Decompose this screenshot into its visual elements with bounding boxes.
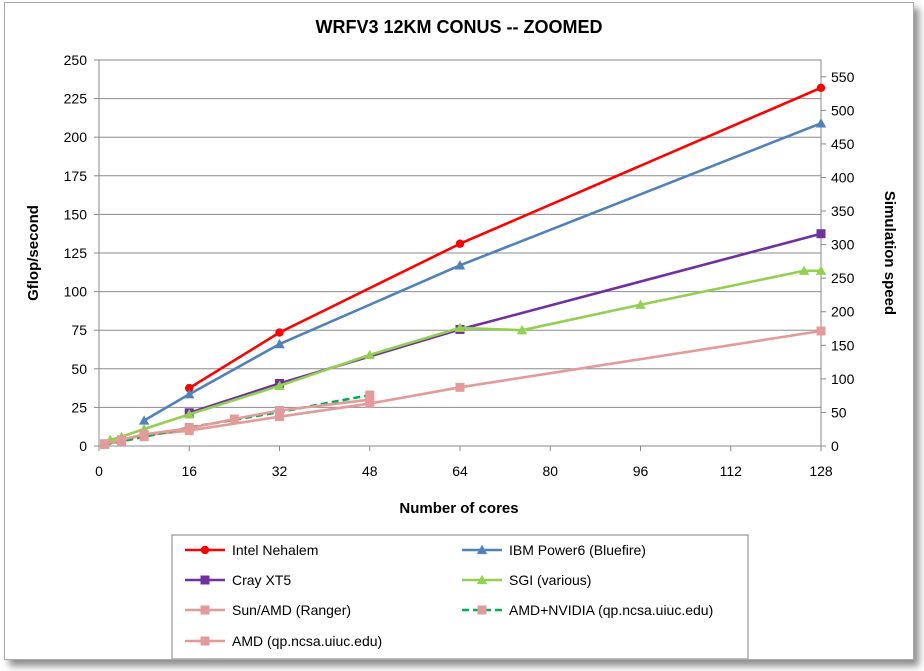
data-point	[184, 409, 195, 419]
x-tick-label: 32	[272, 463, 288, 479]
chart-svg: WRFV3 12KM CONUS -- ZOOMED 0 25 50 75 100 125…	[25, 17, 898, 659]
data-point	[275, 405, 284, 415]
x-tick-label: 48	[362, 463, 378, 479]
data-point	[454, 322, 466, 333]
legend-box	[171, 534, 749, 659]
chart-title: WRFV3 12KM CONUS -- ZOOMED	[315, 17, 602, 37]
legend-item: AMD (qp.ncsa.uiuc.edu)	[185, 633, 382, 649]
chart-frame: WRFV3 12KM CONUS -- ZOOMED 0 25 50 75 100 125…	[4, 2, 914, 660]
data-point	[364, 349, 375, 360]
data-point	[100, 439, 110, 449]
legend-label: Sun/AMD (Ranger)	[232, 602, 351, 618]
x-axis-ticks: 0 16 32 48 64 80 96 112 128	[95, 446, 833, 479]
series-2	[138, 118, 827, 425]
y2-axis-ticks: 0 50 100 150 200 250 300 350 400 450 500 550	[821, 69, 855, 454]
series-7	[100, 395, 375, 449]
y-tick-label: 75	[71, 322, 87, 338]
y2-axis-title: Simulation speed	[881, 191, 898, 315]
y-tick-label: 150	[64, 206, 88, 222]
data-point	[635, 299, 646, 309]
y-tick-label: 100	[64, 284, 88, 300]
legend-label: AMD (qp.ncsa.uiuc.edu)	[232, 633, 382, 649]
y2-tick-label: 0	[831, 438, 839, 454]
legend-swatch-marker	[200, 575, 210, 585]
data-point	[815, 265, 827, 275]
data-point	[138, 415, 150, 425]
data-point	[816, 326, 826, 336]
legend-item: Sun/AMD (Ranger)	[185, 602, 351, 618]
series-line	[188, 86, 822, 390]
data-point	[455, 382, 465, 392]
data-point	[516, 325, 528, 335]
y2-tick-label: 50	[831, 404, 847, 420]
data-point	[185, 383, 194, 393]
data-point	[184, 423, 194, 433]
legend-swatch-marker	[200, 545, 210, 555]
y-tick-label: 50	[71, 361, 87, 377]
x-axis-title: Number of cores	[399, 500, 518, 517]
x-tick-label: 80	[542, 463, 558, 479]
x-tick-label: 112	[720, 463, 743, 479]
data-point	[454, 260, 466, 270]
y2-tick-label: 500	[831, 102, 855, 118]
data-point	[275, 328, 284, 337]
data-point	[139, 429, 149, 439]
x-tick-label: 0	[95, 463, 103, 479]
legend-label: Cray XT5	[232, 572, 291, 588]
series-1	[185, 83, 826, 393]
data-point	[365, 390, 375, 400]
x-tick-label: 16	[181, 463, 197, 479]
y2-tick-label: 250	[831, 270, 855, 286]
y2-tick-label: 400	[831, 169, 855, 185]
legend-item: AMD+NVIDIA (qp.ncsa.uiuc.edu)	[462, 602, 713, 618]
y2-tick-label: 100	[831, 371, 855, 387]
data-point	[275, 412, 284, 422]
y-tick-label: 25	[71, 399, 87, 415]
y-axis-title: Gflop/second	[25, 205, 42, 301]
y-axis-ticks: 0 25 50 75 100 125 150 175 200 225 250	[64, 52, 99, 454]
data-point	[365, 395, 375, 405]
y2-tick-label: 450	[831, 136, 855, 152]
legend-swatch-marker	[200, 636, 210, 646]
data-point	[274, 380, 285, 390]
legend-label: IBM Power6 (Bluefire)	[509, 542, 646, 558]
y2-tick-label: 350	[831, 203, 855, 219]
y-tick-label: 0	[79, 438, 87, 454]
y-tick-label: 175	[64, 168, 88, 184]
legend-swatch-marker	[200, 605, 210, 615]
data-point	[816, 83, 826, 92]
y2-tick-label: 200	[831, 304, 855, 320]
x-tick-label: 128	[809, 463, 833, 479]
y2-tick-label: 550	[831, 69, 855, 85]
data-point	[117, 435, 127, 445]
legend-swatch-marker	[477, 605, 487, 615]
x-tick-label: 96	[633, 463, 649, 479]
y-tick-label: 125	[64, 245, 88, 261]
y-tick-label: 200	[64, 129, 88, 145]
legend-swatch-marker	[476, 544, 488, 555]
data-point	[455, 239, 465, 248]
legend-item: SGI (various)	[462, 572, 591, 588]
data-point	[798, 265, 810, 275]
data-point	[229, 414, 239, 424]
y-tick-label: 250	[64, 52, 88, 68]
legend-label: AMD+NVIDIA (qp.ncsa.uiuc.edu)	[509, 602, 713, 618]
data-point	[184, 389, 195, 399]
data-point	[274, 338, 285, 349]
data-point	[815, 118, 827, 128]
data-point	[816, 229, 826, 239]
legend-item: Intel Nehalem	[185, 542, 318, 558]
legend-label: SGI (various)	[509, 572, 591, 588]
legend-label: Intel Nehalem	[232, 542, 318, 558]
y2-tick-label: 300	[831, 237, 855, 253]
legend-item: Cray XT5	[185, 572, 291, 588]
y-tick-label: 225	[64, 91, 88, 107]
y2-tick-label: 150	[831, 337, 855, 353]
legend: Intel Nehalem IBM Power6 (Bluefire) Cray X…	[185, 542, 713, 649]
legend-item: IBM Power6 (Bluefire)	[462, 542, 646, 558]
legend-swatch-marker	[476, 574, 488, 585]
series-layer	[100, 83, 827, 449]
x-tick-label: 64	[452, 463, 468, 479]
